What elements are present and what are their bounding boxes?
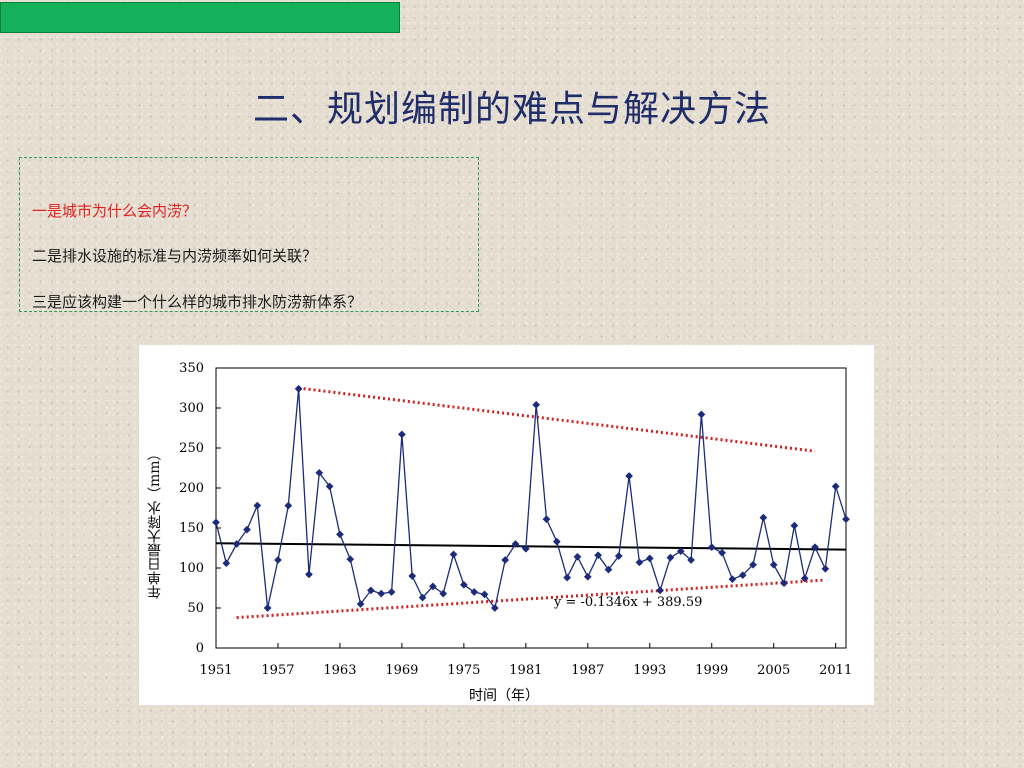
data-point: [687, 556, 696, 564]
question-3: 三是应该构建一个什么样的城市排水防涝新体系？: [32, 293, 363, 311]
data-point: [253, 501, 262, 510]
data-point: [707, 543, 716, 552]
data-point: [511, 540, 520, 548]
data-point: [428, 582, 437, 591]
y-tick-label: 250: [179, 441, 204, 456]
data-point: [625, 472, 634, 480]
page-title: 二、规划编制的难点与解决方法: [252, 89, 771, 130]
data-point: [604, 565, 613, 574]
accent-bar: [0, 2, 400, 33]
data-point: [749, 560, 758, 569]
data-point: [780, 579, 788, 588]
data-point: [676, 547, 685, 556]
data-point: [315, 468, 324, 477]
data-point: [645, 554, 654, 563]
data-point: [738, 571, 747, 580]
plot-frame: [215, 367, 847, 649]
data-point: [728, 575, 737, 584]
data-point: [501, 556, 510, 564]
data-point: [821, 564, 830, 573]
data-point: [811, 543, 819, 552]
rainfall-chart: 0 50 100 150 200 250 300 350 1951 1957 1963 1969 197…: [179, 361, 852, 704]
x-tick-label: 2005: [757, 663, 790, 678]
data-point: [769, 560, 778, 569]
data-point: [470, 588, 479, 596]
data-point: [842, 515, 850, 524]
y-tick-label: 100: [179, 561, 204, 576]
y-tick-label: 350: [179, 361, 204, 376]
x-tick-label: 1963: [323, 663, 356, 678]
data-point: [212, 518, 220, 527]
x-tick-label: 1981: [509, 663, 542, 678]
data-point: [759, 513, 768, 522]
trend-equation: y = -0.1346x + 389.59: [553, 595, 702, 610]
data-point: [284, 501, 293, 510]
data-point: [346, 555, 355, 564]
data-point: [294, 384, 303, 393]
data-point: [831, 482, 840, 491]
data-point: [542, 515, 551, 524]
data-point: [418, 593, 427, 602]
question-box: 一是城市为什么会内涝？ 二是排水设施的标准与内涝频率如何关联？ 三是应该构建一个…: [19, 157, 479, 312]
trend-line: [215, 542, 847, 551]
chart-panel: 0 50 100 150 200 250 300 350 1951 1957 1963 1969 197…: [139, 345, 874, 705]
x-tick-label: 1987: [571, 663, 604, 678]
data-point: [532, 400, 541, 409]
data-point: [325, 482, 334, 491]
y-tick-label: 0: [196, 641, 204, 656]
data-point: [274, 556, 282, 564]
data-point: [697, 410, 706, 419]
data-point: [356, 600, 365, 608]
y-tick-label: 50: [187, 601, 204, 616]
data-point: [408, 572, 417, 580]
x-tick-label: 1975: [447, 663, 480, 678]
data-point: [563, 573, 572, 582]
data-point: [263, 604, 272, 612]
data-point: [480, 590, 489, 599]
x-tick-label: 1999: [695, 663, 728, 678]
data-point: [222, 559, 231, 568]
upper-envelope-line: [298, 386, 816, 453]
data-point: [718, 548, 727, 557]
y-tick-label: 150: [179, 521, 204, 536]
data-point: [573, 552, 582, 561]
data-point: [656, 586, 665, 595]
y-tick-label: 300: [179, 401, 204, 416]
data-point: [552, 537, 561, 546]
data-point: [304, 570, 313, 579]
data-point: [439, 589, 448, 598]
x-tick-label: 2011: [819, 663, 852, 678]
data-point: [594, 551, 603, 560]
data-point: [243, 525, 251, 534]
data-point: [800, 574, 809, 583]
data-point: [366, 586, 375, 595]
data-point: [614, 552, 623, 560]
x-tick-label: 1993: [633, 663, 666, 678]
data-point: [635, 558, 644, 567]
x-tick-label: 1969: [385, 663, 418, 678]
data-point: [387, 588, 396, 596]
lower-envelope-line: [236, 578, 826, 620]
data-point: [459, 580, 468, 589]
question-1: 一是城市为什么会内涝？: [32, 202, 198, 220]
data-point: [449, 550, 458, 559]
y-axis-label-wrap: 年单日最大降水（mm）: [145, 435, 181, 611]
data-point: [666, 553, 675, 562]
x-tick-label: 1951: [199, 663, 232, 678]
data-point: [377, 589, 386, 598]
y-axis-label: 年单日最大降水（mm）: [147, 446, 163, 600]
data-point: [583, 572, 592, 581]
data-point: [335, 530, 344, 539]
data-point: [232, 540, 241, 548]
data-point: [397, 430, 406, 439]
y-tick-label: 200: [179, 481, 204, 496]
data-point: [521, 544, 530, 553]
x-tick-label: 1957: [261, 663, 294, 678]
data-point: [790, 521, 799, 530]
question-2: 二是排水设施的标准与内涝频率如何关联？: [32, 247, 318, 265]
data-point: [490, 604, 499, 612]
x-axis-label: 时间（年）: [469, 688, 539, 704]
